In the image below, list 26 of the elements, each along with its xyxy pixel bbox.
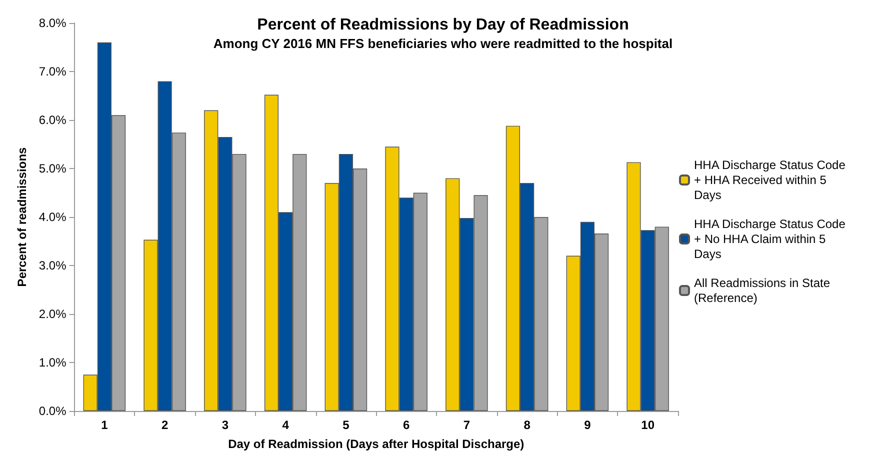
y-tick-label: 7.0% (38, 64, 67, 78)
y-tick-label: 4.0% (38, 210, 67, 224)
x-tick-label: 9 (584, 418, 592, 432)
x-tick-label: 3 (222, 418, 229, 432)
y-tick-label: 2.0% (38, 307, 67, 321)
y-tick-label: 0.0% (38, 404, 67, 418)
x-tick-label: 4 (282, 418, 290, 432)
x-tick-label: 6 (402, 418, 410, 432)
y-axis-title: Percent of readmissions (15, 146, 29, 287)
legend-label: HHA Discharge Status Code + No HHA Claim within 5 Days (694, 217, 849, 261)
x-tick-label: 2 (161, 418, 168, 432)
x-tick-label: 10 (641, 418, 655, 432)
y-tick-label: 6.0% (38, 113, 67, 127)
y-tick-label: 1.0% (38, 356, 67, 370)
x-tick-label: 7 (463, 418, 470, 432)
text: Among CY 2016 MN FFS beneficiaries who were readmitted to the hospital (213, 36, 673, 51)
y-tick-label: 3.0% (38, 258, 67, 272)
x-tick-label: 1 (101, 418, 108, 432)
legend-label: All Readmissions in State (Reference) (694, 276, 834, 305)
x-tick-label: 5 (342, 418, 350, 432)
x-axis-title: Day of Readmission (Days after Hospital Discharge) (228, 437, 524, 451)
chart-title: Percent of Readmissions by Day of Readmission (257, 16, 629, 34)
legend-label: HHA Discharge Status Code + HHA Received within 5 Days (694, 158, 849, 202)
x-tick-label: 8 (524, 418, 531, 432)
y-tick-label: 8.0% (38, 16, 67, 30)
y-tick-label: 5.0% (38, 162, 67, 176)
